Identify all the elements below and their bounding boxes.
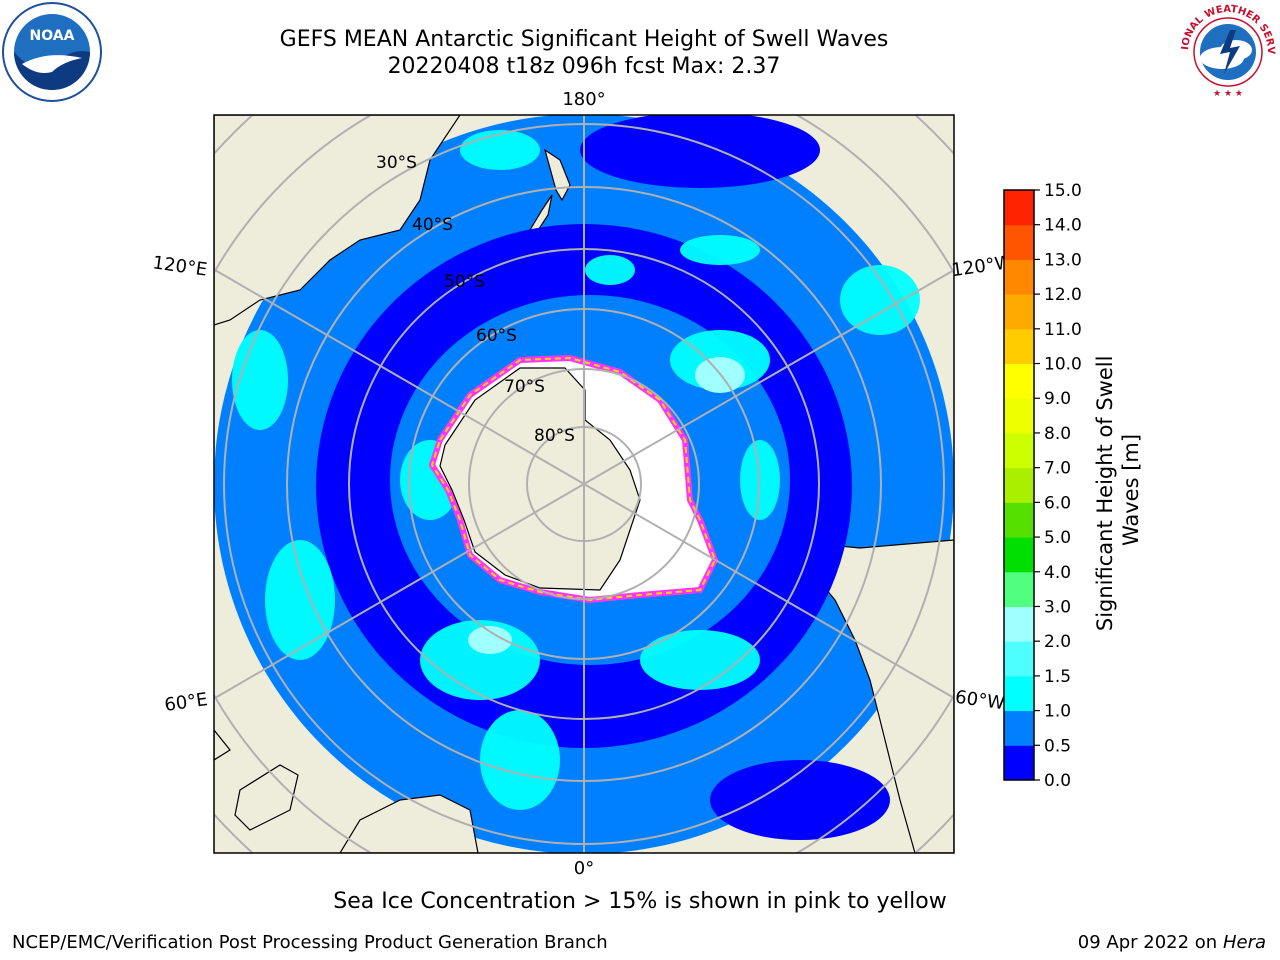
- footer-host: Hera: [1222, 932, 1266, 953]
- colorbar-tick-label: 14.0: [1044, 216, 1082, 236]
- colorbar-tick-label: 12.0: [1044, 285, 1082, 305]
- nws-logo: NATIONAL WEATHER SERVICE ★ ★ ★: [1178, 2, 1277, 101]
- colorbar-tick-label: 0.5: [1044, 736, 1071, 756]
- colorbar-tick-label: 4.0: [1044, 563, 1071, 583]
- lon-label-120e: 120°E: [151, 252, 208, 280]
- swell-band-high: [232, 130, 920, 810]
- map-frame: [213, 114, 955, 854]
- colorbar-segment: [1004, 363, 1034, 399]
- chart-title: GEFS MEAN Antarctic Significant Height o…: [279, 27, 889, 52]
- colorbar-label-line2: Waves [m]: [1119, 434, 1143, 546]
- land-masses: [214, 115, 954, 853]
- colorbar-label: Significant Height of Swell Waves [m]: [1093, 349, 1143, 632]
- colorbar-segment: [1004, 675, 1034, 712]
- lat-label-60s: 60°S: [476, 326, 517, 346]
- colorbar-segment: [1004, 190, 1034, 226]
- colorbar-segment: [1004, 641, 1034, 677]
- lon-label-60w: 60°W: [954, 687, 1006, 715]
- footer-date: 09 Apr 2022 on Hera: [1078, 932, 1266, 953]
- colorbar-tick-label: 7.0: [1044, 459, 1071, 479]
- colorbar-segment: [1004, 294, 1034, 330]
- chart-subtitle: 20220408 t18z 096h fcst Max: 2.37: [387, 54, 781, 79]
- footer-credit: NCEP/EMC/Verification Post Processing Pr…: [12, 932, 608, 953]
- noaa-logo: NOAA: [2, 2, 102, 102]
- sea-ice-note: Sea Ice Concentration > 15% is shown in …: [333, 889, 947, 914]
- colorbar-tick-label: 15.0: [1044, 181, 1082, 201]
- colorbar-label-line1: Significant Height of Swell: [1093, 356, 1117, 632]
- colorbar-tick-label: 9.0: [1044, 389, 1071, 409]
- colorbar-segment: [1004, 502, 1034, 538]
- svg-text:Significant Height of Swell: Significant Height of Swell Waves [m]: [1093, 349, 1143, 631]
- lat-label-30s: 30°S: [376, 153, 417, 173]
- colorbar-segment: [1004, 432, 1034, 469]
- colorbar-tick-label: 11.0: [1044, 320, 1082, 340]
- lon-label-180: 180°: [562, 89, 605, 110]
- colorbar-tick-label: 5.0: [1044, 528, 1071, 548]
- lat-label-40s: 40°S: [412, 215, 453, 235]
- colorbar-tick-label: 2.0: [1044, 632, 1071, 652]
- colorbar-segment: [1004, 537, 1034, 573]
- colorbar-tick-label: 1.0: [1044, 702, 1071, 722]
- colorbar-frame: [1003, 189, 1035, 781]
- colorbar-tick-label: 3.0: [1044, 597, 1071, 617]
- footer-date-text: 09 Apr 2022 on: [1077, 932, 1218, 953]
- colorbar-tick-label: 6.0: [1044, 493, 1071, 513]
- lon-label-60e: 60°E: [163, 689, 209, 716]
- svg-text:★ ★ ★: ★ ★ ★: [1213, 89, 1243, 99]
- lat-label-80s: 80°S: [534, 426, 575, 446]
- colorbar-tick-label: 13.0: [1044, 250, 1082, 270]
- lat-label-70s: 70°S: [504, 377, 545, 397]
- noaa-logo-text: NOAA: [30, 28, 75, 44]
- lat-label-50s: 50°S: [444, 272, 485, 292]
- colorbar-segment: [1004, 710, 1034, 746]
- colorbar-segment: [1004, 328, 1034, 365]
- colorbar-tick-label: 0.0: [1044, 771, 1071, 790]
- colorbar-tick-label: 1.5: [1044, 667, 1071, 687]
- colorbar-segment: [1004, 467, 1034, 503]
- colorbar-tick-label: 10.0: [1044, 355, 1082, 375]
- colorbar-segment: [1004, 398, 1034, 434]
- colorbar-segment: [1004, 259, 1034, 295]
- colorbar-segment: [1004, 571, 1034, 607]
- colorbar-tick-label: 8.0: [1044, 424, 1071, 444]
- colorbar: 0.0 0.5 1.0 1.5 2.0 3.0 4.0 5.0 6.0 7.0 8.0 9.0 10.0…: [1003, 181, 1082, 790]
- colorbar-segment: [1004, 224, 1034, 260]
- colorbar-segment: [1004, 606, 1034, 642]
- colorbar-segment: [1004, 745, 1034, 781]
- lon-label-0: 0°: [574, 858, 594, 879]
